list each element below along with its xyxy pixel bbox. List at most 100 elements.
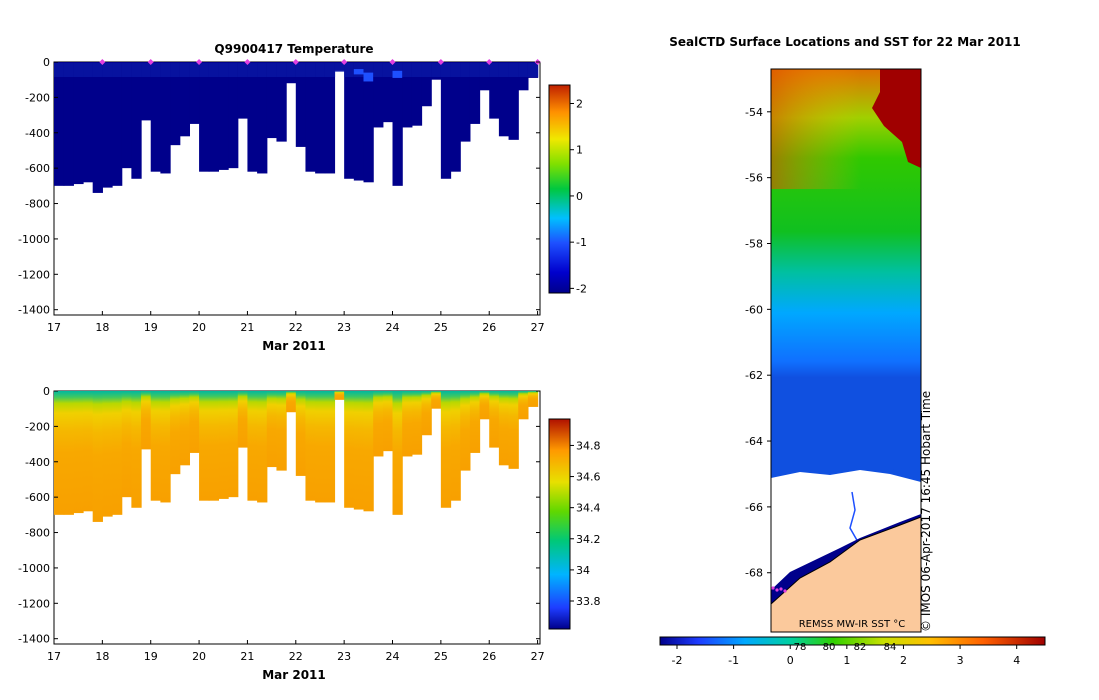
temperature-profile-column <box>237 62 249 119</box>
x-tick-label: 17 <box>47 650 61 663</box>
colorbar-tick-label: 2 <box>576 97 583 110</box>
temperature-field <box>54 62 539 193</box>
x-tick-label: 24 <box>386 650 400 663</box>
temperature-surface-layer <box>199 63 210 77</box>
y-tick-label: -800 <box>25 527 50 540</box>
temperature-surface-layer <box>141 63 152 77</box>
y-tick-label: 0 <box>43 385 50 398</box>
temperature-surface-layer <box>170 63 181 77</box>
x-tick-label: 19 <box>144 650 158 663</box>
y-tick-label: 0 <box>43 56 50 69</box>
y-tick-label: -600 <box>25 491 50 504</box>
temperature-surface-layer <box>189 63 200 77</box>
colorbar-tick-label: -1 <box>728 654 739 667</box>
sea-ice-region <box>771 470 921 590</box>
surface-marker <box>99 59 106 65</box>
x-tick-label: 25 <box>434 650 448 663</box>
x-tick-label: 19 <box>144 321 158 334</box>
sst-map-title: SealCTD Surface Locations and SST for 22… <box>669 35 1021 49</box>
y-tick-label: -1200 <box>18 268 50 281</box>
temperature-surface-layer <box>392 63 403 77</box>
latitude-tick-label: -66 <box>745 501 763 514</box>
temperature-surface-layer <box>237 63 249 77</box>
temperature-surface-layer <box>450 63 461 77</box>
temperature-surface-layer <box>218 63 229 77</box>
temperature-profile-column <box>199 62 210 172</box>
salinity-profile-column <box>286 391 297 413</box>
temperature-colorbar-ticks: 2 1 0 -1 -2 <box>570 97 587 295</box>
temperature-surface-layer <box>179 63 191 77</box>
x-tick-label: 22 <box>289 321 303 334</box>
y-tick-label: -1000 <box>18 233 50 246</box>
surface-marker <box>486 59 493 65</box>
latitude-tick-label: -68 <box>745 567 763 580</box>
temperature-profile-column <box>440 62 452 179</box>
salinity-profile-column <box>92 391 103 522</box>
temperature-profile-column <box>460 62 471 142</box>
salinity-profile-column <box>73 391 84 514</box>
temperature-overlay <box>99 59 541 65</box>
salinity-profile-column <box>527 391 539 407</box>
salinity-profile-column <box>353 391 365 510</box>
colorbar-overlay-label: 78 <box>794 642 807 653</box>
salinity-profile-column <box>228 391 239 498</box>
latitude-tick-label: -64 <box>745 435 763 448</box>
temperature-profile-column <box>305 62 316 172</box>
temperature-surface-layer <box>334 63 345 72</box>
temperature-profile-column <box>121 62 132 169</box>
temperature-surface-layer <box>121 63 132 77</box>
salinity-profile-column <box>160 391 171 503</box>
temperature-surface-layer <box>276 63 287 77</box>
salinity-profile-column <box>460 391 471 471</box>
colorbar-tick-label: 33.8 <box>576 595 601 608</box>
temperature-surface-layer <box>324 63 336 77</box>
temperature-surface-layer <box>344 63 355 77</box>
temperature-surface-layer <box>460 63 471 77</box>
salinity-profile-column <box>121 391 132 498</box>
temperature-profile-column <box>131 62 142 179</box>
salinity-profile-column <box>54 391 65 515</box>
temperature-surface-layer <box>247 63 258 77</box>
temperature-surface-layer <box>508 63 519 77</box>
x-tick-label: 24 <box>386 321 400 334</box>
salinity-profile-column <box>324 391 336 503</box>
salinity-profile-column <box>83 391 94 512</box>
temperature-profile-column <box>141 62 152 121</box>
temperature-profile-column <box>179 62 191 137</box>
salinity-profile-column <box>450 391 461 501</box>
colorbar-tick-label: 0 <box>576 190 583 203</box>
surface-marker <box>244 59 251 65</box>
sst-colorbar <box>659 636 1046 646</box>
salinity-profile-column <box>402 391 413 457</box>
temperature-warm-patch <box>363 72 374 82</box>
surface-marker <box>389 59 396 65</box>
temperature-surface-layer <box>402 63 413 77</box>
salinity-profile-column <box>131 391 142 508</box>
colorbar-overlay-label: 84 <box>884 642 897 653</box>
colorbar-tick-label: 34 <box>576 564 590 577</box>
imos-credit: © IMOS 06-Apr-2017 16:45 Hobart Time <box>919 391 933 632</box>
salinity-profile-column <box>179 391 191 466</box>
temperature-profile-column <box>344 62 355 179</box>
x-tick-label: 23 <box>337 650 351 663</box>
temperature-profile-column <box>363 62 374 183</box>
temperature-surface-layer <box>479 63 490 77</box>
temperature-profile-column <box>247 62 258 172</box>
temperature-surface-layer <box>382 63 394 77</box>
x-tick-label: 27 <box>531 321 545 334</box>
antarctic-land <box>771 517 921 632</box>
salinity-profile-column <box>489 391 500 448</box>
y-tick-label: -200 <box>25 91 50 104</box>
temperature-profile-column <box>150 62 161 172</box>
temperature-profile-column <box>508 62 519 140</box>
x-tick-label: 17 <box>47 321 61 334</box>
y-tick-label: -1200 <box>18 597 50 610</box>
temperature-surface-layer <box>63 63 74 77</box>
salinity-profile-column <box>498 391 510 466</box>
temperature-profile-column <box>73 62 84 185</box>
temperature-xlabel: Mar 2011 <box>262 339 326 353</box>
x-tick-label: 20 <box>192 650 206 663</box>
temperature-profile-column <box>228 62 239 169</box>
sealctd-surface-locations <box>771 586 787 593</box>
colorbar-tick-label: 1 <box>843 654 850 667</box>
